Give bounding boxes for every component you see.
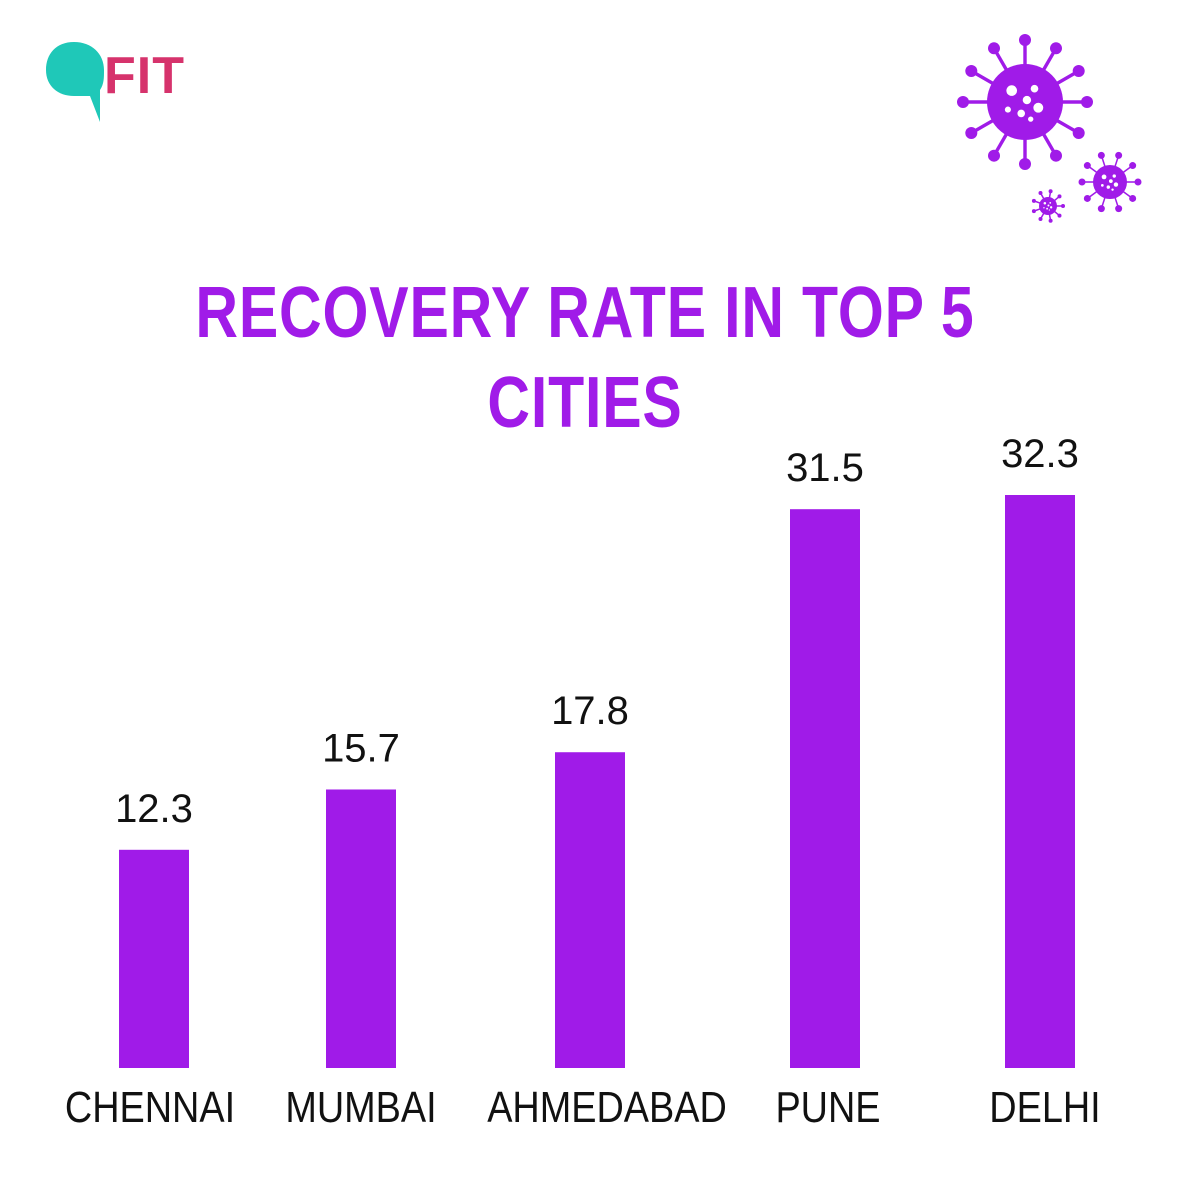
bar-mumbai bbox=[326, 789, 396, 1068]
category-label-chennai: CHENNAI bbox=[65, 1082, 235, 1131]
value-label-mumbai: 15.7 bbox=[322, 726, 400, 770]
bar-delhi bbox=[1005, 495, 1075, 1068]
category-label-ahmedabad: AHMEDABAD bbox=[487, 1082, 727, 1131]
fit-logo-text: FIT bbox=[104, 47, 185, 105]
value-label-pune: 31.5 bbox=[786, 446, 864, 490]
virus-large-icon bbox=[957, 34, 1093, 170]
value-label-chennai: 12.3 bbox=[115, 787, 193, 831]
category-label-mumbai: MUMBAI bbox=[285, 1082, 436, 1131]
bar-ahmedabad bbox=[555, 752, 625, 1068]
value-label-delhi: 32.3 bbox=[1001, 432, 1079, 476]
bar-chennai bbox=[119, 849, 189, 1068]
fit-logo-icon bbox=[46, 42, 104, 122]
chart-title: RECOVERY RATE IN TOP 5 CITIES bbox=[195, 273, 975, 443]
virus-medium-icon bbox=[1078, 151, 1142, 213]
category-label-pune: PUNE bbox=[775, 1082, 880, 1131]
value-label-ahmedabad: 17.8 bbox=[551, 689, 629, 733]
bar-pune bbox=[790, 509, 860, 1068]
virus-icon bbox=[957, 34, 1142, 223]
category-label-delhi: DELHI bbox=[989, 1082, 1100, 1131]
virus-small-icon bbox=[1031, 189, 1065, 223]
